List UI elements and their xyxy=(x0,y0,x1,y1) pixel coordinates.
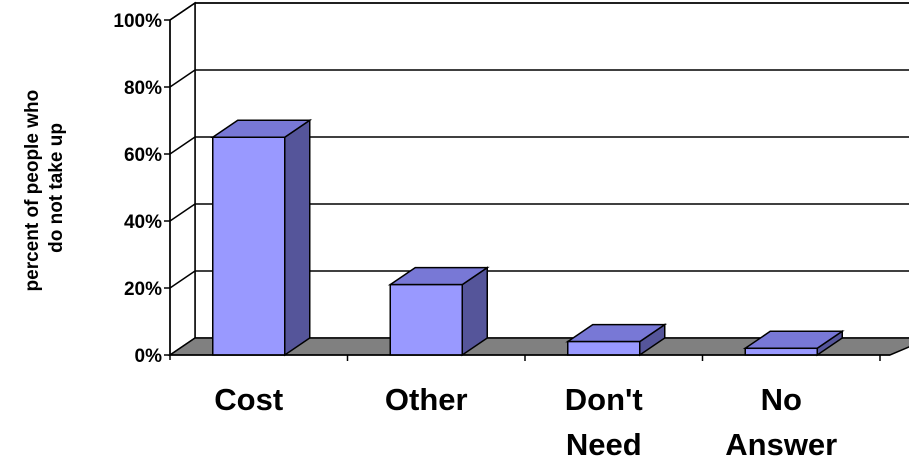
x-category-label: Cost xyxy=(214,382,283,417)
gridlines xyxy=(169,2,909,289)
x-category-label: Other xyxy=(385,382,468,417)
x-category-label: No Answer xyxy=(725,382,837,462)
chart-walls xyxy=(169,1,909,357)
y-tick-label: 20% xyxy=(124,279,162,300)
y-tick-label: 60% xyxy=(124,145,162,166)
y-tick-label: 80% xyxy=(124,78,162,99)
gridline-side xyxy=(169,136,196,155)
gridline-side xyxy=(169,69,196,88)
y-tick-label: 0% xyxy=(135,346,163,367)
gridline-side xyxy=(169,2,196,21)
bar-front xyxy=(744,347,818,356)
x-category-label-line: Answer xyxy=(725,427,837,462)
x-category-label-line: Need xyxy=(566,427,642,462)
x-category-label-line: No xyxy=(761,382,802,417)
bar-front xyxy=(212,136,286,356)
y-axis xyxy=(164,19,890,361)
y-tick-labels: 0% 20% 40% 60% 80% 100% xyxy=(113,11,162,367)
y-axis-title-line-2: do not take up xyxy=(46,123,67,253)
y-axis-title: percent of people who do not take up xyxy=(22,85,67,292)
side-wall xyxy=(169,1,196,357)
x-category-label-line: Don't xyxy=(565,382,643,417)
bar-front xyxy=(567,340,641,356)
y-tick-label: 40% xyxy=(124,212,162,233)
x-category-label: Don't Need xyxy=(565,382,643,462)
bar-front xyxy=(389,283,463,356)
x-category-labels: Cost Other Don't Need No Answer xyxy=(214,382,837,462)
y-axis-title-line-1: percent of people who xyxy=(22,90,43,292)
bar xyxy=(565,323,668,357)
bar xyxy=(387,266,490,357)
x-category-label-line: Other xyxy=(385,382,468,417)
y-tick-label: 100% xyxy=(113,11,162,32)
bar xyxy=(210,118,313,357)
gridline-side xyxy=(169,203,196,222)
bar-side xyxy=(284,118,311,357)
x-category-label-line: Cost xyxy=(214,382,283,417)
gridline-side xyxy=(169,270,196,289)
bars xyxy=(210,118,845,357)
